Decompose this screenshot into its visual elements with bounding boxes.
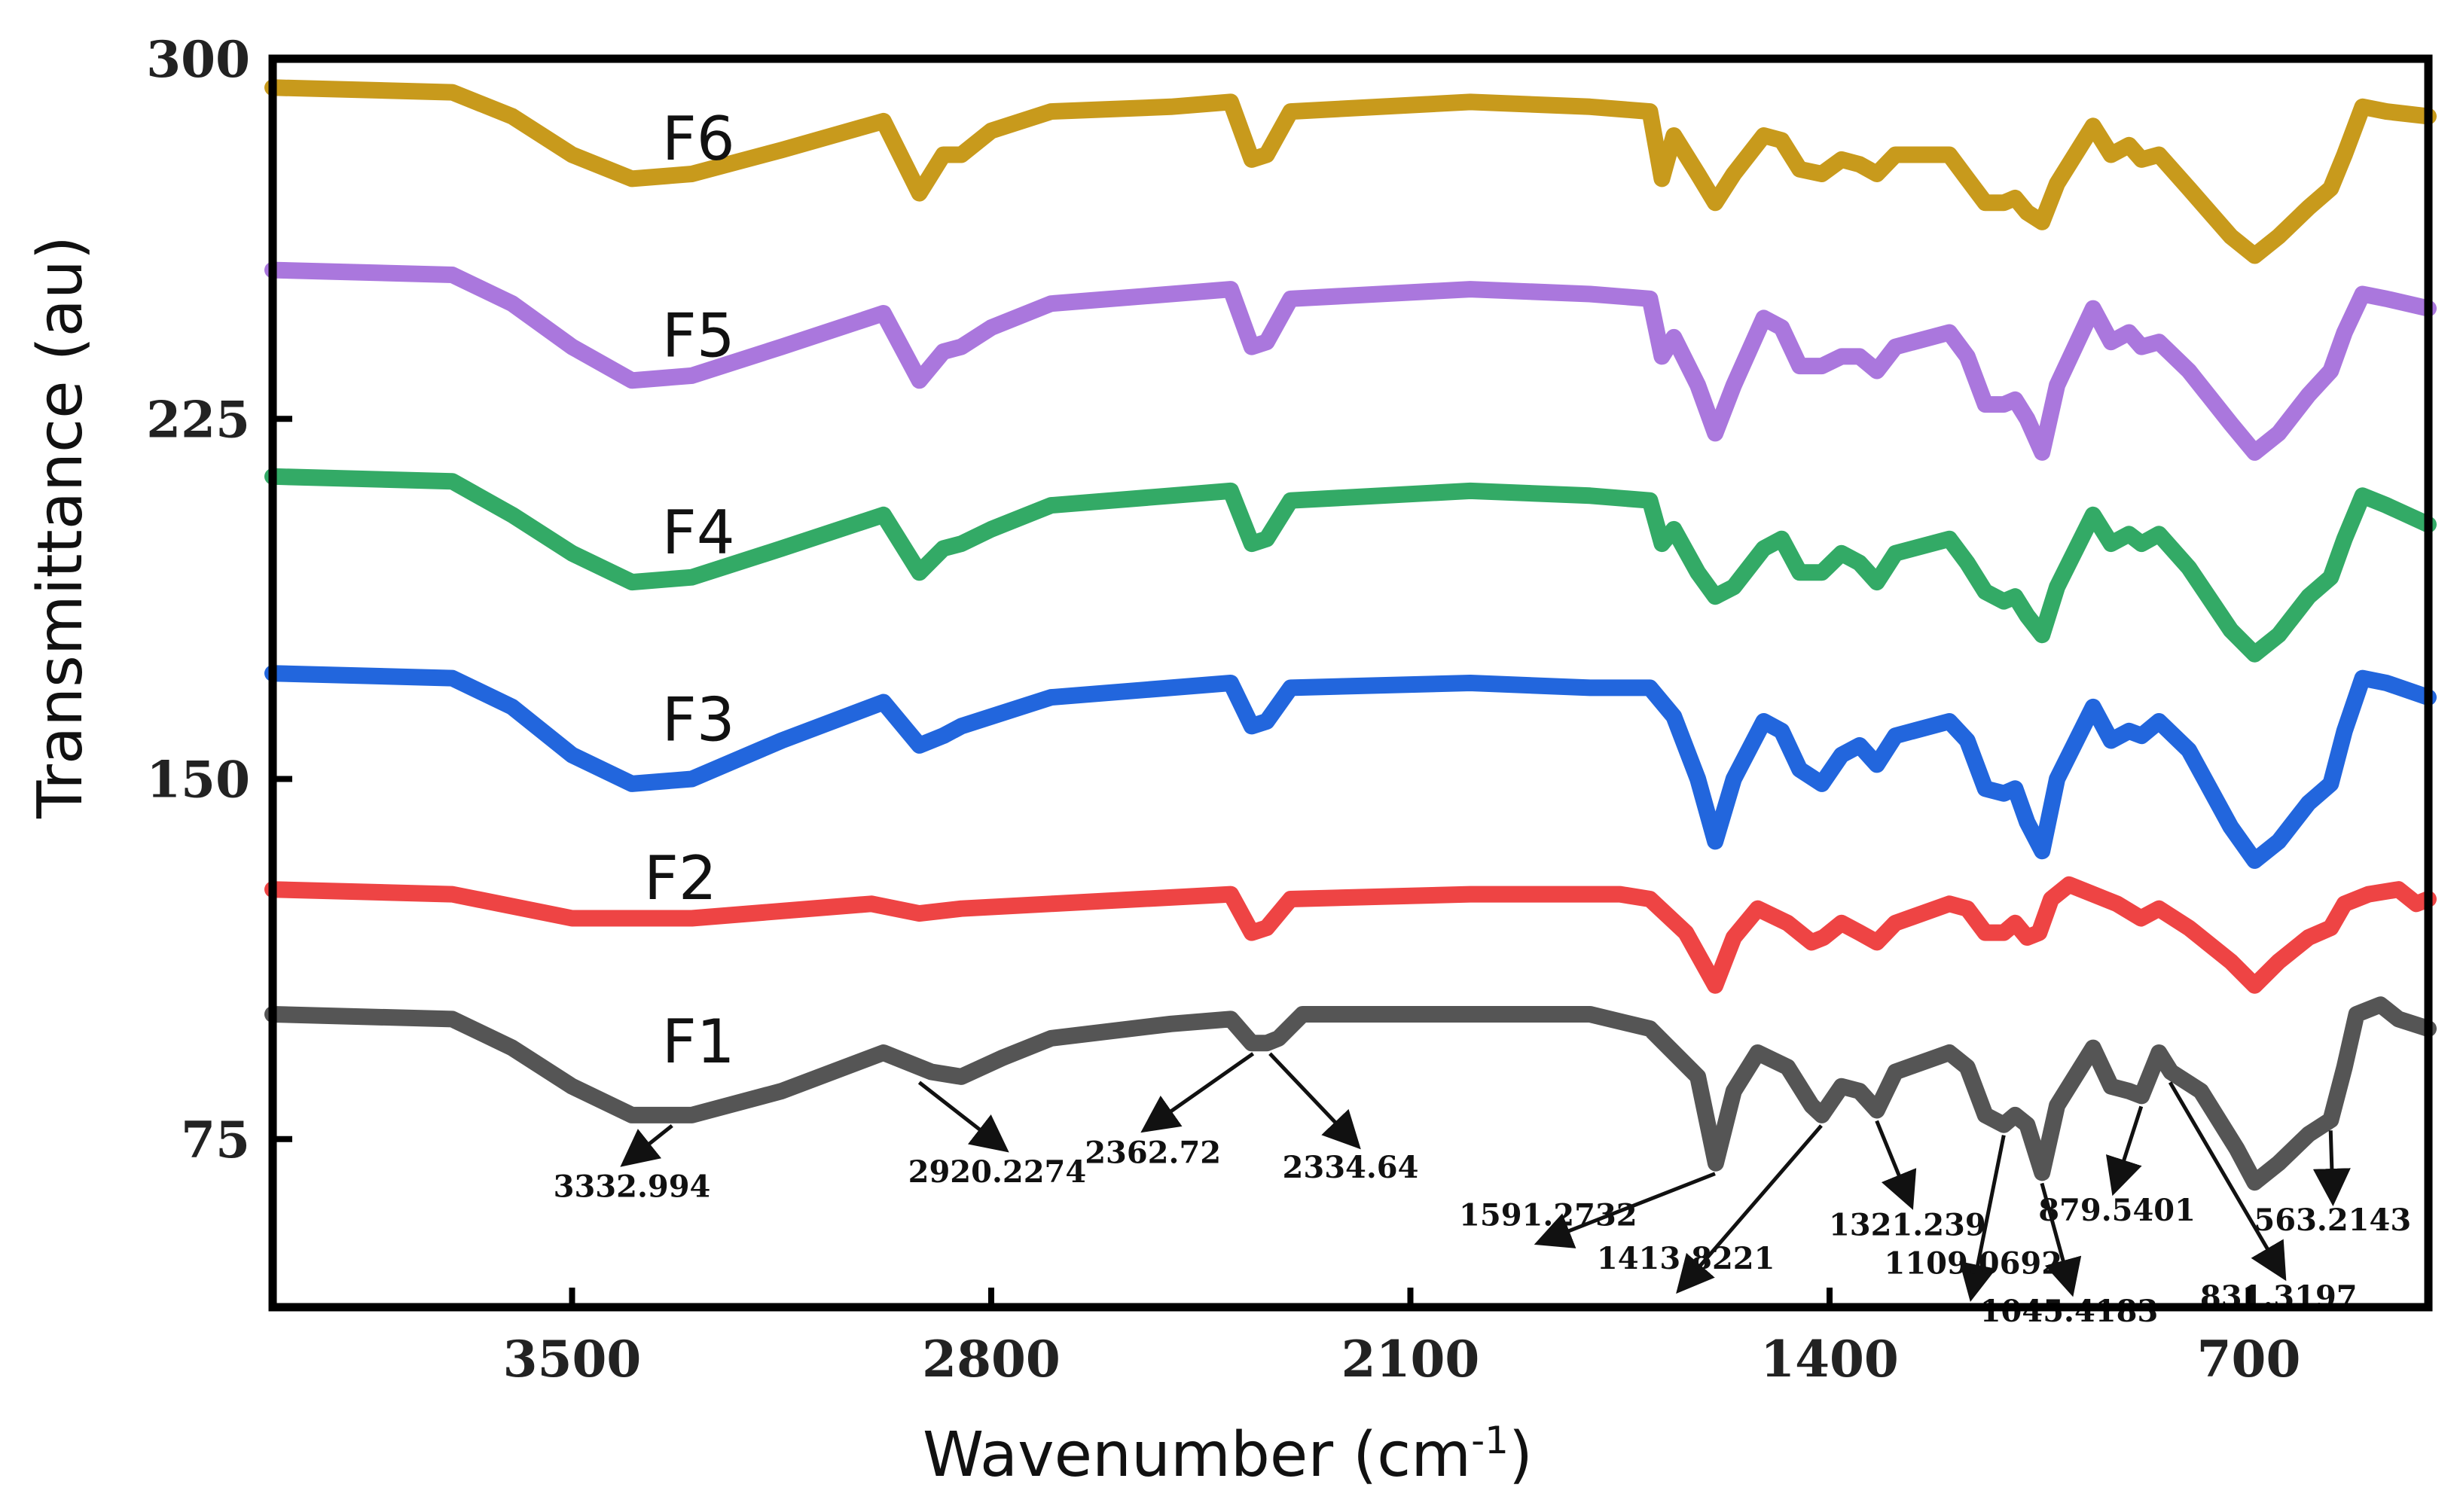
plot-frame bbox=[268, 54, 2433, 1312]
x-axis-title-close: ) bbox=[1509, 1419, 1533, 1491]
annotation-label: 3332.994 bbox=[554, 1169, 711, 1204]
series-line-f3 bbox=[264, 665, 2437, 869]
series-label-f4: F4 bbox=[662, 498, 735, 568]
annotation-label: 1321.239 bbox=[1829, 1207, 1986, 1242]
annotation-label: 1413.8221 bbox=[1597, 1241, 1775, 1276]
x-tick-label: 700 bbox=[2197, 1330, 2301, 1389]
series-line-f6 bbox=[264, 79, 2437, 264]
annotation-arrow bbox=[1959, 1135, 2006, 1302]
series-line-f1 bbox=[264, 996, 2437, 1191]
series-label-f3: F3 bbox=[662, 685, 735, 755]
series-group bbox=[264, 79, 2437, 1191]
annotation-arrow bbox=[2312, 1130, 2351, 1206]
y-tick-label: 300 bbox=[146, 30, 250, 89]
annotation-label: 1591.2732 bbox=[1459, 1198, 1637, 1233]
series-labels: F1 F2 F3 F4 F5 F6 bbox=[644, 104, 735, 1077]
x-axis-title: Wavenumber (cm-1) bbox=[923, 1419, 1533, 1491]
y-tick-label: 225 bbox=[146, 390, 250, 449]
annotation-arrow bbox=[1140, 1052, 1255, 1133]
x-tick-label: 2100 bbox=[1341, 1330, 1480, 1389]
annotation-arrow bbox=[2168, 1081, 2287, 1282]
annotation-label: 1045.4183 bbox=[1980, 1294, 2159, 1329]
x-tick-label: 3500 bbox=[503, 1330, 642, 1389]
series-line-f2 bbox=[264, 876, 2437, 994]
annotation-arrow bbox=[1534, 1172, 1716, 1248]
y-tick-label: 75 bbox=[181, 1111, 250, 1169]
y-axis-ticks: 300 225 150 75 bbox=[146, 30, 292, 1169]
annotation-arrow bbox=[917, 1081, 1009, 1153]
annotation-arrow bbox=[1268, 1052, 1361, 1150]
annotation-arrow bbox=[2106, 1105, 2144, 1196]
annotation-arrow bbox=[1676, 1124, 1823, 1294]
x-tick-label: 1400 bbox=[1760, 1330, 1899, 1389]
annotation-label: 2362.72 bbox=[1085, 1136, 1221, 1171]
series-line-f5 bbox=[264, 261, 2437, 461]
series-label-f1: F1 bbox=[662, 1007, 735, 1077]
x-axis-title-superscript: -1 bbox=[1471, 1419, 1509, 1462]
x-axis-ticks: 3500 2800 2100 1400 700 bbox=[503, 1288, 2301, 1389]
y-tick-label: 150 bbox=[146, 751, 250, 809]
annotation-label: 2920.2274 bbox=[908, 1154, 1087, 1190]
series-label-f6: F6 bbox=[662, 104, 735, 174]
x-axis-title-main: Wavenumber (cm bbox=[923, 1419, 1471, 1491]
series-line-f4 bbox=[264, 468, 2437, 663]
x-tick-label: 2800 bbox=[922, 1330, 1061, 1389]
annotation-label: 2334.64 bbox=[1283, 1150, 1419, 1185]
series-label-f2: F2 bbox=[644, 843, 717, 913]
y-axis-title: Transmittance (au) bbox=[25, 236, 96, 819]
annotation-arrow bbox=[620, 1123, 673, 1167]
annotation-arrow bbox=[2040, 1182, 2082, 1297]
annotation-label: 879.5401 bbox=[2038, 1193, 2196, 1228]
annotation-label: 563.2143 bbox=[2254, 1203, 2411, 1238]
annotation-label: 1109.0692 bbox=[1885, 1245, 2063, 1281]
series-label-f5: F5 bbox=[662, 300, 735, 370]
annotation-arrow bbox=[1875, 1120, 1917, 1210]
